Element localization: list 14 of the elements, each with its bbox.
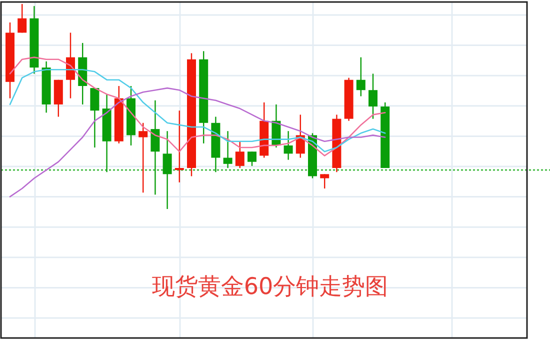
candlestick (90, 87, 100, 148)
text: 现货黄金60分钟走势图 (152, 274, 388, 300)
candlestick (223, 130, 232, 169)
candlestick (320, 174, 330, 190)
candlestick (138, 122, 148, 194)
candlestick (368, 73, 378, 120)
candlestick (150, 100, 160, 196)
candlestick (18, 3, 27, 34)
candlestick (248, 151, 256, 167)
candlestick (235, 140, 244, 169)
candlestick (162, 130, 172, 210)
candlestick (284, 130, 293, 160)
candlestick (356, 56, 366, 97)
candlestick (174, 110, 184, 183)
